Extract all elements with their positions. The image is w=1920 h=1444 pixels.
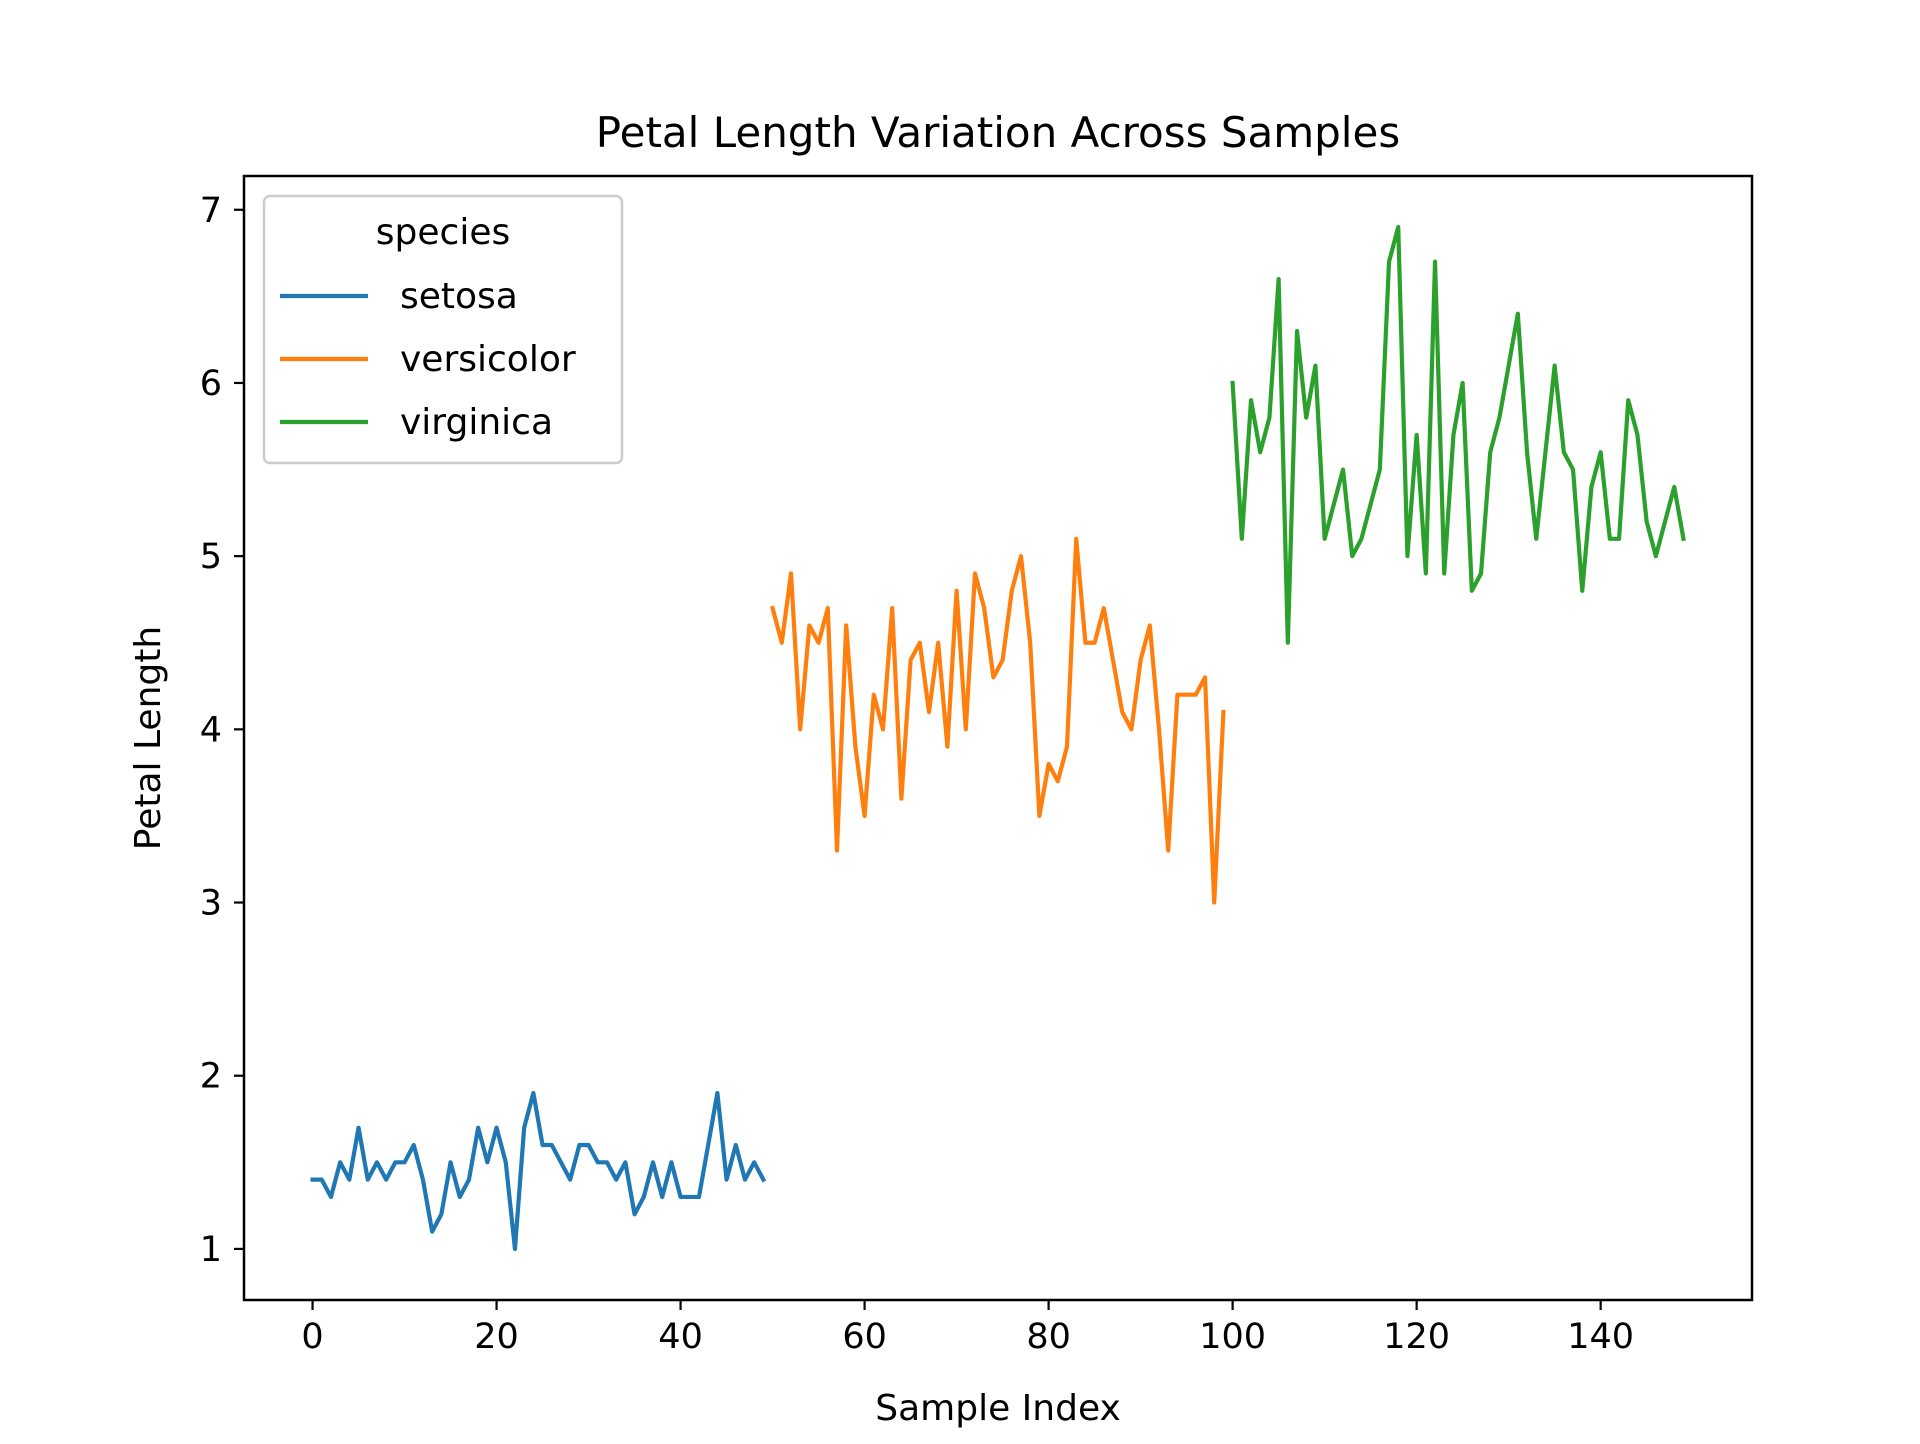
x-tick-label: 120: [1383, 1317, 1450, 1357]
legend-label-setosa: setosa: [400, 276, 518, 317]
y-tick-label: 7: [200, 191, 222, 231]
y-tick-label: 1: [200, 1230, 222, 1270]
x-tick-label: 0: [301, 1317, 323, 1357]
x-tick-label: 20: [474, 1317, 519, 1357]
y-tick-label: 4: [200, 710, 222, 750]
legend: species setosa versicolor virginica: [262, 194, 624, 465]
y-axis-label: Petal Length: [128, 626, 169, 850]
x-tick-label: 100: [1199, 1317, 1266, 1357]
x-tick-label: 40: [658, 1317, 703, 1357]
x-tick-label: 140: [1567, 1317, 1634, 1357]
plot-frame: [242, 174, 1754, 1302]
legend-label-virginica: virginica: [400, 402, 553, 443]
x-axis-label: Sample Index: [875, 1388, 1121, 1429]
legend-title: species: [376, 212, 510, 253]
y-tick-label: 5: [200, 537, 222, 577]
series-line-virginica: [1230, 224, 1686, 645]
x-tick-label: 80: [1026, 1317, 1071, 1357]
y-tick-label: 6: [200, 364, 222, 404]
y-axis: 1 2 3 4 5 6 7: [200, 191, 244, 1270]
series-line-versicolor: [770, 536, 1226, 905]
y-tick-label: 2: [200, 1057, 222, 1097]
x-tick-label: 60: [842, 1317, 887, 1357]
y-tick-label: 3: [200, 884, 222, 924]
legend-box: [262, 194, 624, 465]
x-axis: 0 20 40 60 80 100 120 140: [301, 1300, 1634, 1357]
chart-title: Petal Length Variation Across Samples: [596, 108, 1400, 157]
series-line-setosa: [310, 1090, 767, 1252]
legend-label-versicolor: versicolor: [400, 339, 576, 380]
